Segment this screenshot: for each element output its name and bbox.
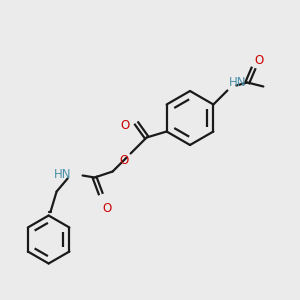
Text: O: O	[120, 119, 129, 132]
Text: O: O	[119, 154, 128, 167]
Text: O: O	[254, 53, 264, 67]
Text: HN: HN	[54, 168, 72, 181]
Text: O: O	[103, 202, 112, 214]
Text: HN: HN	[228, 76, 246, 89]
